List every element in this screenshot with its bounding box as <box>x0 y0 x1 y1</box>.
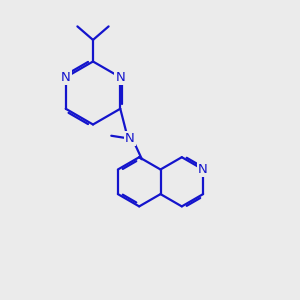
Text: N: N <box>61 71 70 84</box>
Text: N: N <box>116 71 125 84</box>
Text: N: N <box>198 163 208 176</box>
Text: N: N <box>125 132 135 145</box>
